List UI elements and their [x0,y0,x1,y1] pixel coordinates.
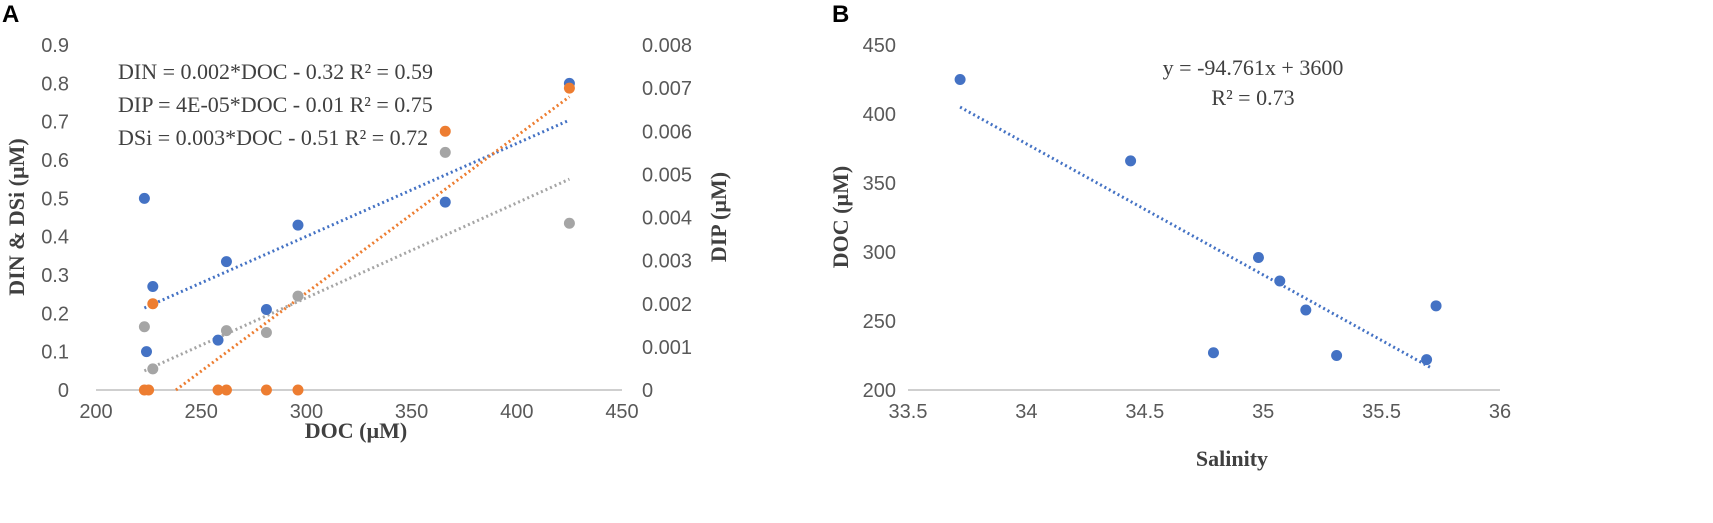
y-tick-label: 0 [58,380,69,402]
y-tick-label: 350 [863,173,896,195]
point-dsi [563,217,575,229]
trendlines [959,105,1433,370]
y-tick-label: 0.5 [41,188,69,210]
y-tick-label: 250 [863,311,896,333]
data-point [1125,155,1137,167]
data-point [1207,347,1219,359]
data-point [1331,350,1343,361]
y-tick-label: 450 [863,35,896,57]
point-dip [147,298,159,310]
y-tick-label: 300 [863,242,896,264]
y2-tick-label: 0.003 [642,251,692,273]
y2-tick-label: 0.005 [642,164,692,186]
y2-tick-label: 0.004 [642,208,692,230]
point-dsi [147,363,159,375]
x-tick-label: 200 [79,401,112,423]
y-tick-label: 0.1 [41,342,69,364]
x-tick-label: 33.5 [889,401,928,423]
data-point [1430,300,1442,312]
data-point [1274,275,1286,287]
right-y-tick-labels: 0 0.001 0.002 0.003 0.004 0.005 0.006 0.007 0.00… [642,35,692,402]
equation-dsi: DSi = 0.003*DOC - 0.51 R² = 0.72 [118,125,428,150]
y2-tick-label: 0.001 [642,337,692,359]
x-tick-labels: 33.5 34 34.5 35 35.5 36 [889,401,1512,423]
r-squared: R² = 0.73 [1211,85,1294,110]
x-tick-label: 250 [185,401,218,423]
y-tick-label: 400 [863,104,896,126]
data-points [954,74,1442,366]
y2-tick-label: 0.008 [642,35,692,57]
x-tick-label: 400 [500,401,533,423]
y2-tick-label: 0.006 [642,121,692,143]
point-din [138,192,150,204]
panel-a: A 0 0.1 0.2 0.3 0.4 0.5 0.6 0.7 0.8 0.9 0 0.001 0.0… [2,1,731,443]
equation-din: DIN = 0.002*DOC - 0.32 R² = 0.59 [118,59,433,84]
point-dsi [220,325,232,337]
point-dsi [260,327,272,338]
y-tick-label: 0.3 [41,265,69,287]
point-dip [220,384,232,396]
point-dip [260,384,272,396]
x-tick-label: 450 [605,401,638,423]
y-tick-label: 200 [863,380,896,402]
y2-tick-label: 0 [642,380,653,402]
left-y-tick-labels: 0 0.1 0.2 0.3 0.4 0.5 0.6 0.7 0.8 0.9 [41,35,69,402]
equation-dip: DIP = 4E-05*DOC - 0.01 R² = 0.75 [118,92,433,117]
panel-label-a: A [2,1,19,28]
point-din [439,196,451,208]
point-dsi [138,321,150,333]
x-tick-label: 34.5 [1125,401,1164,423]
data-point [1252,252,1264,264]
x-tick-labels: 200 250 300 350 400 450 [79,401,638,423]
data-point [1300,304,1312,316]
point-din [260,304,272,315]
trendline-dip [175,95,571,392]
point-din [212,334,224,346]
point-din [292,219,304,231]
y-axis-title: DOC (µM) [828,166,853,268]
x-tick-label: 36 [1489,401,1511,423]
x-tick-label: 35.5 [1362,401,1401,423]
point-din [147,281,159,292]
point-dsi [439,146,451,158]
point-dip [439,125,451,137]
data-point [1421,354,1433,366]
y-tick-label: 0.8 [41,73,69,95]
y-tick-label: 0.4 [41,227,69,249]
x-tick-label: 350 [395,401,428,423]
y-tick-label: 0.9 [41,35,69,57]
data-point [954,74,966,85]
regression-equation: y = -94.761x + 3600 [1163,55,1344,80]
y-axis-title: DIN & DSi (µM) [4,138,29,296]
x-tick-label: 35 [1252,401,1274,423]
y2-axis-title: DIP (µM) [706,172,731,262]
trendlines [143,95,571,392]
x-tick-label: 300 [290,401,323,423]
panel-label-b: B [832,1,849,28]
trendline-dsi [143,177,571,373]
y-tick-label: 0.6 [41,150,69,172]
point-dip [143,384,155,396]
x-axis-title: Salinity [1196,446,1268,471]
point-din [140,346,152,358]
x-tick-label: 34 [1015,401,1037,423]
point-din [220,256,232,268]
trendline [959,105,1433,370]
y-tick-label: 0.2 [41,303,69,325]
y-tick-labels: 200 250 300 350 400 450 [863,35,896,402]
y-tick-label: 0.7 [41,112,69,134]
point-dip [563,82,575,94]
x-axis-title: DOC (µM) [305,418,407,443]
point-dip [212,384,224,396]
y2-tick-label: 0.007 [642,78,692,100]
y2-tick-label: 0.002 [642,294,692,316]
data-points [138,77,575,396]
point-dip [292,384,304,396]
point-dsi [292,290,304,302]
